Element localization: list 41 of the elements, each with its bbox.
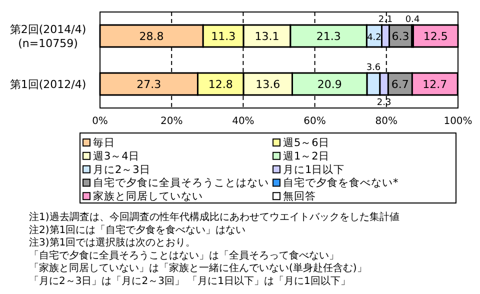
legend-label: 自宅で夕食を食べない* [283, 176, 398, 190]
data-label: 13.6 [256, 78, 280, 91]
data-label: 4.2 [367, 33, 382, 43]
text: 「月に2～3日」は「月に2～3回」 「月に1日以下」は「月に1回以下」 [29, 275, 350, 287]
data-label: 20.9 [317, 78, 342, 91]
legend-label: 毎日 [93, 137, 115, 149]
text: 注1)過去調査は、今回調査の性年代構成比にあわせてウエイトバックをした集計値 [29, 211, 400, 223]
x-tick-label: 20% [160, 116, 183, 127]
legend-label: 自宅で夕食に全員そろうことはない [93, 176, 269, 190]
text: 「自宅で夕食に全員そろうことはない」は「全員そろって食べない」 [29, 249, 339, 262]
data-label: 0.4 [405, 15, 420, 25]
data-label: 27.3 [136, 78, 162, 91]
legend-label: 月に1日以下 [283, 162, 345, 176]
legend-label: 家族と同居していない [93, 190, 203, 203]
data-label: 3.6 [366, 63, 381, 73]
data-label: 28.8 [139, 30, 164, 43]
text: 注2)第1回には「自宅で夕食を食べない」はない [29, 224, 246, 236]
x-tick-label: 80% [375, 116, 398, 127]
y-tick-label: 第1回(2012/4) [10, 78, 86, 91]
legend-label: 週1～2日 [283, 150, 330, 162]
x-tick-label: 0% [92, 116, 108, 127]
text: 「家族と同居していない」は「家族と一緒に住んでいない(単身赴任含む)」 [29, 262, 367, 274]
data-label: 12.5 [423, 30, 448, 43]
data-label: 12.8 [208, 78, 233, 91]
data-label: 12.7 [422, 78, 448, 91]
x-tick-label: 60% [304, 116, 326, 127]
x-tick-label: 100% [444, 116, 472, 127]
data-label: 6.7 [391, 78, 409, 91]
data-label: 2.1 [378, 15, 393, 25]
data-label: 21.3 [316, 30, 341, 43]
data-label: 13.1 [254, 30, 280, 43]
data-label: 11.3 [211, 30, 236, 43]
data-label: 2.3 [376, 98, 392, 108]
legend-label: 週5～6日 [283, 137, 330, 149]
text: 注3)第1回では選択肢は次のとおり。 [29, 236, 196, 249]
legend-label: 月に2～3日 [93, 164, 150, 176]
data-label: 6.3 [392, 30, 410, 43]
y-tick-label: 第2回(2014/4) (n=10759) [10, 23, 86, 50]
legend-label: 週3～4日 [93, 150, 140, 162]
x-tick-label: 40% [232, 116, 254, 127]
legend-label: 無回答 [283, 190, 316, 203]
